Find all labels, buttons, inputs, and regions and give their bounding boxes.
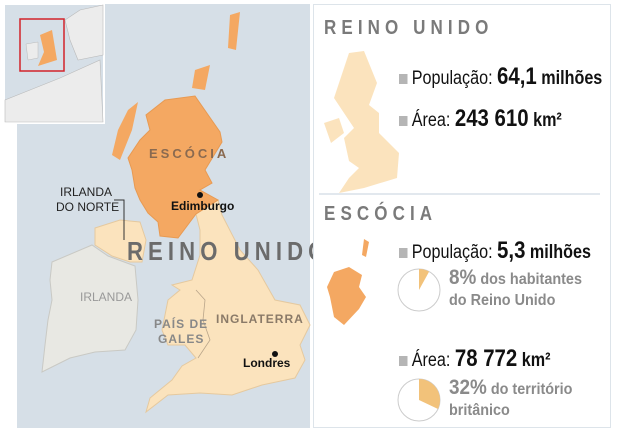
population-unit: milhões <box>541 68 603 89</box>
population-label: População: <box>411 68 493 89</box>
divider <box>319 193 600 195</box>
area-unit: km² <box>533 110 562 131</box>
area-share-text-2: britânico <box>449 402 510 419</box>
uk-silhouette <box>324 51 399 193</box>
leader-line <box>114 199 125 240</box>
edinburgh-dot <box>197 192 203 198</box>
population-share-text: 8% dos habitantes do Reino Unido <box>449 267 582 311</box>
area-label: Área: <box>411 350 451 371</box>
london-dot <box>272 351 278 357</box>
scotland <box>112 12 240 239</box>
ireland <box>41 244 139 373</box>
population-share-value: 8% <box>449 266 477 289</box>
label-edinburgh: Edimburgo <box>171 199 235 213</box>
area-value: 243 610 <box>454 105 529 132</box>
area-share-text: 32% do território britânico <box>449 377 572 421</box>
label-uk: REINO UNIDO <box>127 236 331 266</box>
area-share-value: 32% <box>449 376 487 399</box>
label-wales-1: PAÍS DE <box>154 317 209 331</box>
population-share-text-2: do Reino Unido <box>449 292 556 309</box>
area-label: Área: <box>411 110 451 131</box>
uk-title: REINO UNIDO <box>324 17 494 39</box>
population-value: 5,3 <box>497 237 526 264</box>
info-panel: REINO UNIDO População: 64,1 milhões Área… <box>313 4 611 428</box>
population-value: 64,1 <box>497 63 537 90</box>
label-wales-2: GALES <box>158 332 205 346</box>
area-share-text-1: do território <box>490 381 573 398</box>
area-share-pie <box>397 378 441 422</box>
pie-slice <box>419 379 440 409</box>
northern-ireland <box>94 219 147 263</box>
label-scotland: ESCÓCIA <box>149 146 230 161</box>
scotland-area: Área: 78 772 km² <box>399 345 550 373</box>
area-value: 78 772 <box>454 345 518 372</box>
label-england: INGLATERRA <box>216 312 304 326</box>
label-london: Londres <box>243 356 291 370</box>
highlight-box <box>19 18 65 72</box>
uk-area: Área: 243 610 km² <box>399 105 562 133</box>
area-unit: km² <box>521 350 551 371</box>
scotland-silhouette <box>327 239 369 325</box>
uk-map <box>3 3 311 428</box>
population-share-text-1: dos habitantes <box>480 271 582 288</box>
population-label: População: <box>411 242 493 263</box>
uk-population: População: 64,1 milhões <box>399 63 602 91</box>
inset-europe-map <box>3 3 105 124</box>
label-northern-ireland-1: IRLANDA <box>60 185 113 199</box>
pie-slice <box>419 269 430 290</box>
population-share-pie <box>397 268 441 312</box>
population-unit: milhões <box>529 242 591 263</box>
label-ireland: IRLANDA <box>80 290 133 304</box>
england <box>145 199 311 414</box>
scotland-population: População: 5,3 milhões <box>399 237 591 265</box>
label-northern-ireland-2: DO NORTE <box>56 200 120 214</box>
scotland-title: ESCÓCIA <box>324 203 438 225</box>
